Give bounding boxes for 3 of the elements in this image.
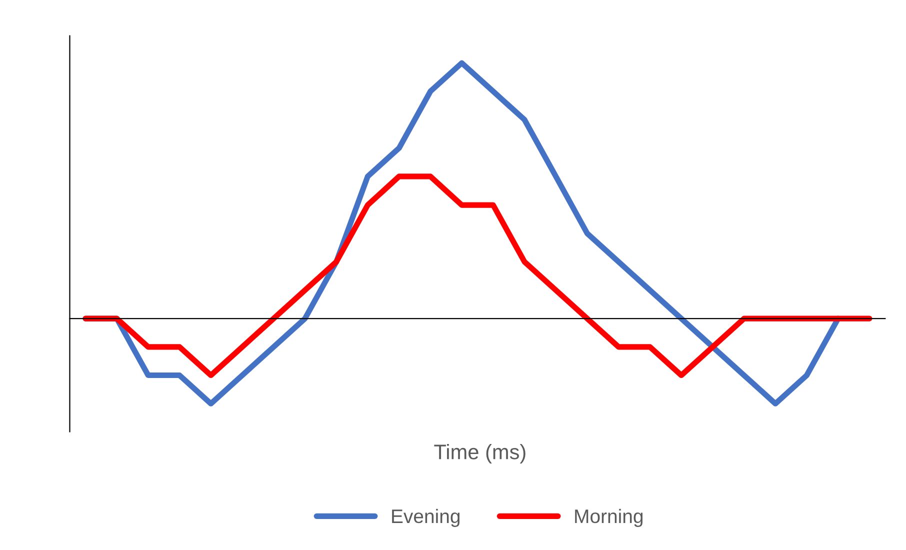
- legend-label: Morning: [575, 508, 643, 527]
- legend-label: Evening: [392, 508, 460, 527]
- x-axis-title: Time (ms): [434, 444, 526, 464]
